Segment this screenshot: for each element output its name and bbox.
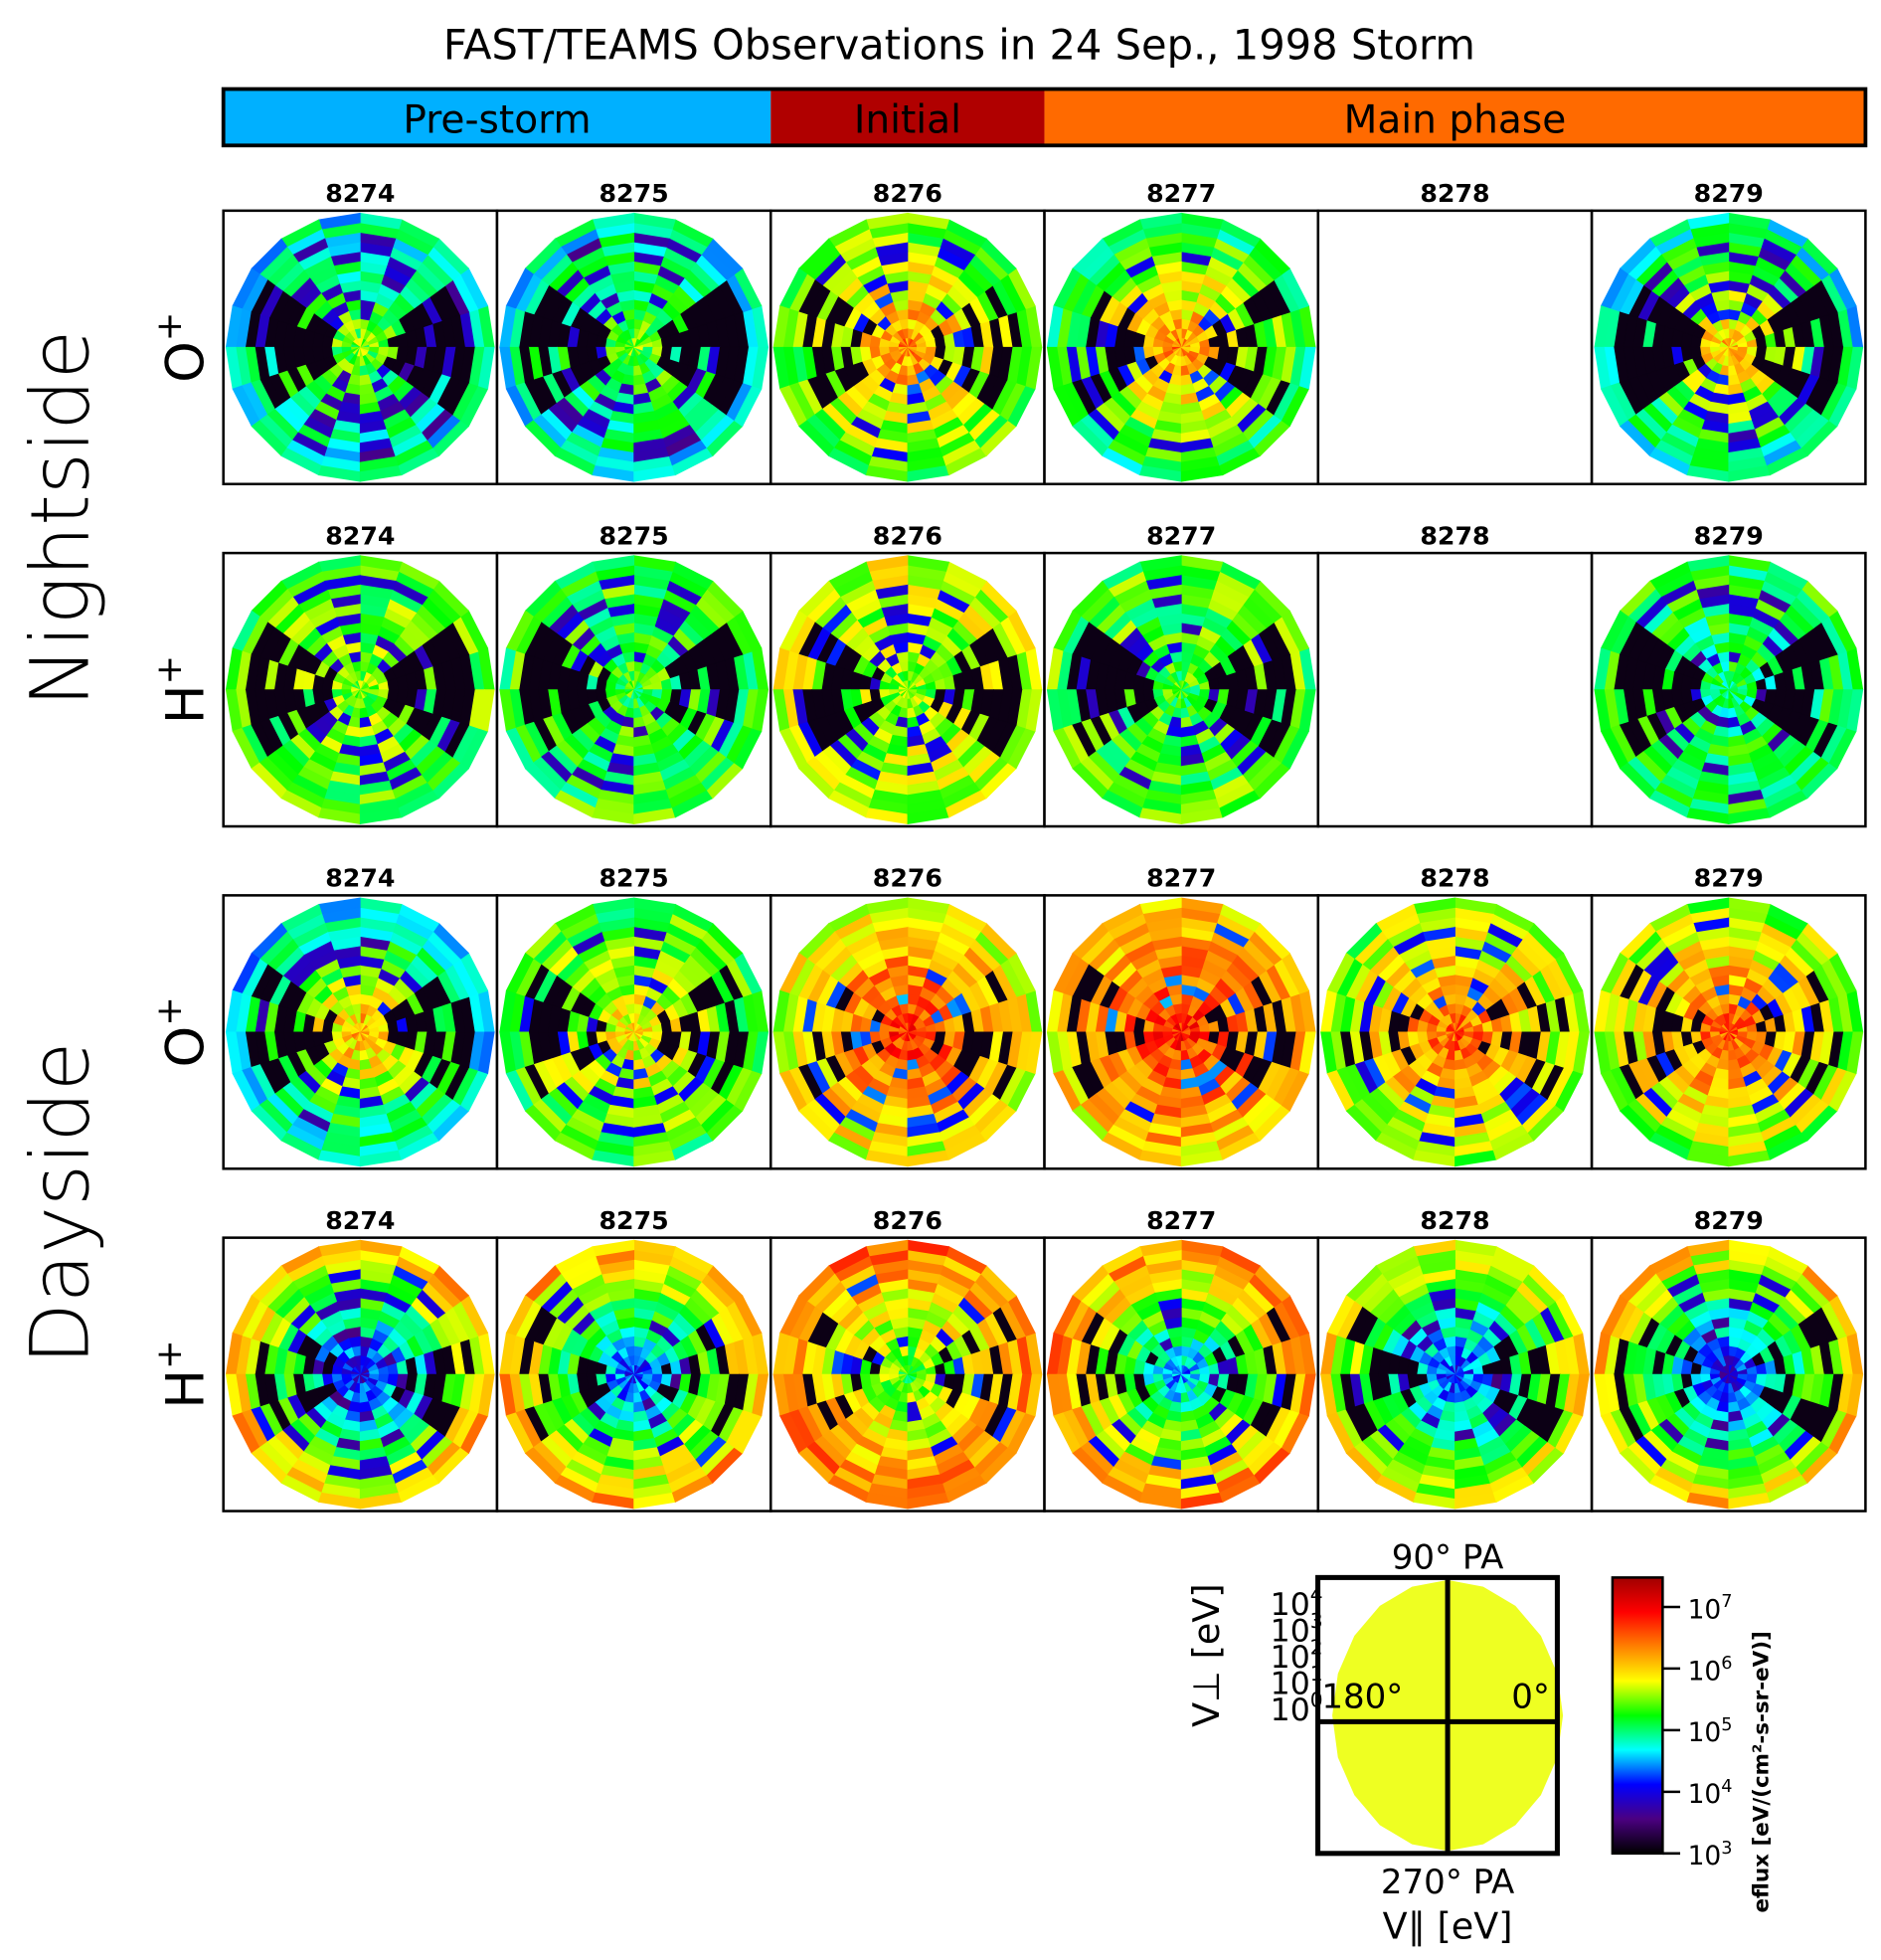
phase-bar: Pre-storm Initial Main phase: [221, 87, 1868, 148]
orbit-label: 8275: [599, 864, 669, 893]
orbit-label: 8279: [1694, 864, 1764, 893]
polar-panel: 8274: [222, 179, 499, 486]
phase-bar-frame: [221, 87, 1868, 148]
polar-panel: 8279: [1590, 864, 1867, 1170]
species-charge: +: [149, 655, 190, 685]
polar-panel: 8276: [769, 521, 1046, 828]
orbit-label: 8276: [873, 179, 942, 208]
polar-panel: 8277: [1043, 179, 1320, 486]
polar-panel: 8275: [495, 179, 772, 486]
panel-grid: 8274 8275 8276 8277 8278 8279 8274 8275 8276 8277…: [222, 179, 1867, 1513]
orbit-label: 8274: [325, 864, 395, 893]
orbit-label: 8277: [1146, 179, 1216, 208]
polar-panel: 8278: [1316, 179, 1594, 486]
polar-panel: 8274: [222, 521, 499, 828]
phase-segment: [770, 89, 1045, 146]
phase-label: Initial: [854, 98, 961, 143]
orbit-label: 8277: [1146, 864, 1216, 893]
polar-panel: 8279: [1590, 521, 1867, 828]
species-label: H+: [149, 1339, 217, 1408]
species-symbol: O: [156, 1026, 217, 1068]
phase-label: Pre-storm: [403, 98, 591, 143]
region-label: Nightside: [14, 330, 107, 707]
orbit-label: 8277: [1146, 521, 1216, 550]
species-charge: +: [149, 996, 190, 1026]
orbit-label: 8279: [1694, 521, 1764, 550]
species-label: O+: [149, 996, 217, 1067]
orbit-label: 8274: [325, 1206, 395, 1235]
polar-panel: 8278: [1316, 864, 1594, 1170]
figure-title: FAST/TEAMS Observations in 24 Sep., 1998…: [443, 20, 1475, 69]
flux-cell: [1025, 346, 1043, 390]
orbit-label: 8275: [599, 179, 669, 208]
flux-cell: [1846, 346, 1864, 390]
polar-panel: 8275: [495, 1206, 772, 1513]
panel-frame: [1316, 551, 1594, 828]
orbit-label: 8274: [325, 521, 395, 550]
species-charge: +: [149, 1339, 190, 1369]
phase-segment: [223, 89, 771, 146]
polar-panel: 8279: [1590, 179, 1867, 486]
species-symbol: H: [156, 684, 217, 724]
flux-cell: [478, 346, 495, 390]
polar-panel: 8275: [495, 864, 772, 1170]
polar-panel: 8274: [222, 1206, 499, 1513]
orbit-label: 8275: [599, 1206, 669, 1235]
polar-panel: 8274: [222, 864, 499, 1170]
region-label: Dayside: [14, 1042, 107, 1365]
species-label: O+: [149, 312, 217, 383]
orbit-label: 8276: [873, 864, 942, 893]
polar-panel: 8277: [1043, 864, 1320, 1170]
species-charge: +: [149, 312, 190, 342]
orbit-label: 8279: [1694, 179, 1764, 208]
orbit-label: 8276: [873, 521, 942, 550]
orbit-label: 8275: [599, 521, 669, 550]
orbit-label: 8274: [325, 179, 395, 208]
orbit-label: 8278: [1420, 521, 1489, 550]
polar-panel: 8276: [769, 179, 1046, 486]
orbit-label: 8278: [1420, 864, 1489, 893]
polar-panel: 8277: [1043, 521, 1320, 828]
polar-panel: 8278: [1316, 521, 1594, 828]
phase-segment: [1044, 89, 1866, 146]
panel-frame: [1316, 209, 1594, 486]
polar-panel: 8276: [769, 864, 1046, 1170]
species-symbol: O: [156, 341, 217, 383]
orbit-label: 8278: [1420, 179, 1489, 208]
flux-cell: [1298, 346, 1316, 390]
phase-label: Main phase: [1344, 98, 1567, 143]
flux-cell: [752, 346, 770, 390]
polar-panel: 8275: [495, 521, 772, 828]
species-label: H+: [149, 655, 217, 724]
species-symbol: H: [156, 1369, 217, 1409]
